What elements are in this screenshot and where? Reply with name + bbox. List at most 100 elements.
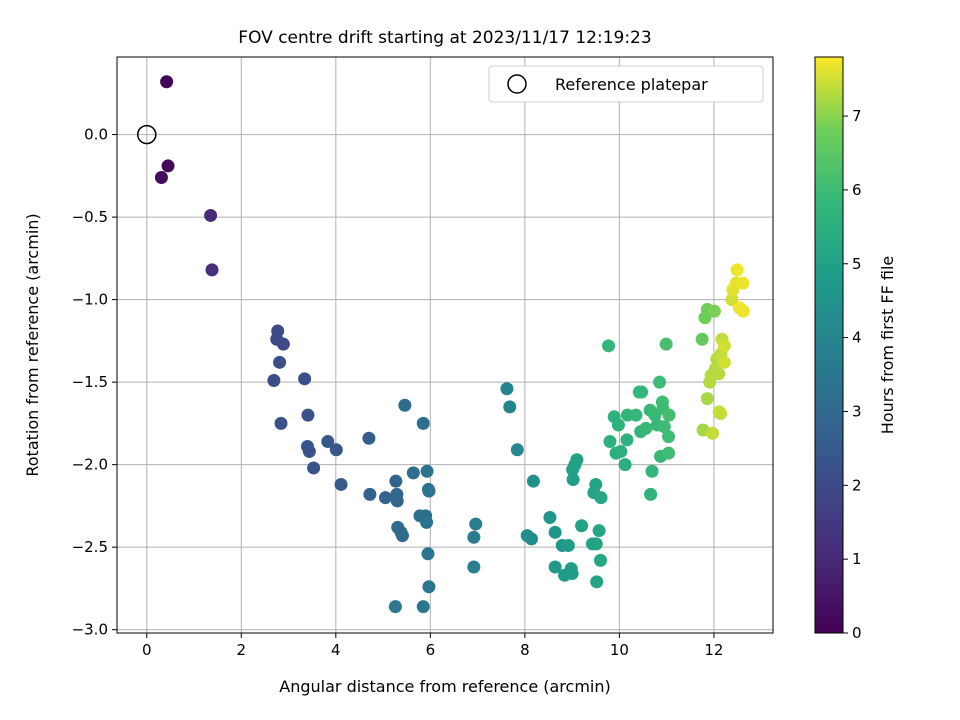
data-points [154, 75, 750, 614]
data-point [154, 170, 168, 184]
x-axis-ticks: 0 2 4 6 8 10 12 [142, 633, 723, 659]
data-point [307, 461, 321, 475]
colorbar-tick-label: 0 [852, 624, 862, 642]
x-axis-label: Angular distance from reference (arcmin) [279, 677, 610, 696]
colorbar-tick-label: 4 [852, 329, 862, 347]
data-point [205, 263, 219, 277]
data-point [706, 426, 720, 440]
data-point [469, 517, 483, 531]
data-point [548, 560, 562, 574]
data-point [657, 420, 671, 434]
legend: Reference platepar [488, 65, 764, 103]
colorbar-gradient [814, 56, 844, 634]
data-point [629, 408, 643, 422]
y-tick-label: −1.0 [72, 291, 108, 309]
data-point [614, 444, 628, 458]
data-point [736, 276, 750, 290]
colorbar-tick-label: 5 [852, 255, 862, 273]
grid-lines [117, 57, 773, 633]
y-tick-label: −1.5 [72, 373, 108, 391]
data-point [422, 580, 436, 594]
colorbar-tick-label: 2 [852, 476, 862, 494]
data-point [620, 433, 634, 447]
data-point [659, 337, 673, 351]
x-tick-label: 0 [142, 641, 152, 659]
data-point [378, 491, 392, 505]
data-point [570, 453, 584, 467]
data-point [416, 416, 430, 430]
data-point [160, 75, 174, 89]
data-point [593, 553, 607, 567]
data-point [730, 263, 744, 277]
data-point [644, 487, 658, 501]
x-tick-label: 8 [520, 641, 530, 659]
colorbar-tick-label: 6 [852, 181, 862, 199]
data-point [321, 435, 335, 449]
data-point [714, 406, 728, 420]
data-point [388, 600, 402, 614]
data-point [645, 464, 659, 478]
data-point [717, 339, 731, 353]
data-point [421, 547, 435, 561]
data-point [565, 567, 579, 581]
colorbar-tick-label: 7 [852, 107, 862, 125]
data-point [662, 446, 676, 460]
data-point [276, 337, 290, 351]
data-point [662, 408, 676, 422]
data-point [611, 418, 625, 432]
data-point [389, 474, 403, 488]
data-point [639, 421, 653, 435]
colorbar-ticks: 0 1 2 3 4 5 6 7 [843, 107, 862, 642]
data-point [548, 525, 562, 539]
colorbar-tick-label: 1 [852, 550, 862, 568]
data-point [662, 430, 676, 444]
data-point [395, 529, 409, 543]
legend-marker [507, 74, 527, 94]
data-point [594, 491, 608, 505]
y-tick-label: −2.0 [72, 456, 108, 474]
data-point [467, 530, 481, 544]
data-point [503, 400, 517, 414]
data-point [524, 532, 538, 546]
data-point [725, 293, 739, 307]
data-point [420, 464, 434, 478]
data-point [500, 382, 514, 396]
y-tick-label: 0.0 [84, 126, 108, 144]
legend-label: Reference platepar [555, 75, 708, 94]
data-point [635, 385, 649, 399]
x-tick-label: 2 [237, 641, 247, 659]
data-point [204, 208, 218, 222]
y-tick-label: −0.5 [72, 208, 108, 226]
reference-platepar-marker [137, 124, 157, 145]
data-point [334, 477, 348, 491]
data-point [362, 431, 376, 445]
x-tick-label: 4 [331, 641, 341, 659]
x-tick-label: 6 [426, 641, 436, 659]
data-point [695, 332, 709, 346]
data-point [298, 372, 312, 386]
data-point [575, 519, 589, 533]
plot-frame [116, 56, 774, 634]
colorbar-tick-label: 3 [852, 402, 862, 420]
data-point [267, 373, 281, 387]
data-point [416, 600, 430, 614]
data-point [653, 375, 667, 389]
y-axis-label: Rotation from reference (arcmin) [23, 213, 42, 476]
data-point [161, 159, 175, 173]
x-tick-label: 12 [704, 641, 723, 659]
data-point [274, 416, 288, 430]
data-point [390, 494, 404, 508]
colorbar: 0 1 2 3 4 5 6 7 Hours from first FF file [814, 56, 897, 642]
data-point [589, 477, 603, 491]
data-point [561, 539, 575, 553]
data-point [273, 355, 287, 369]
data-point [712, 367, 726, 381]
data-point [301, 408, 315, 422]
data-point [707, 304, 721, 318]
data-point [406, 466, 420, 480]
data-point [590, 575, 604, 589]
data-point [467, 560, 481, 574]
data-point [700, 392, 714, 406]
data-point [603, 435, 617, 449]
data-point [510, 443, 524, 457]
